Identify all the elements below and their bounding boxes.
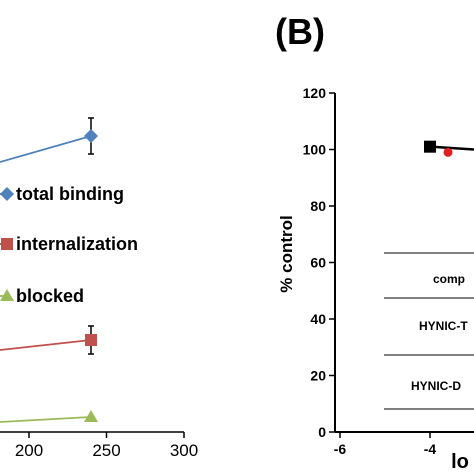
series-line-total-binding bbox=[0, 135, 92, 163]
x-tick-label--4: -4 bbox=[424, 441, 437, 457]
data-point-total-binding bbox=[84, 129, 98, 143]
legend-marker-internalization bbox=[1, 238, 13, 250]
panel-b-point-0 bbox=[424, 140, 436, 153]
panel-b-x-axis-label-fragment: lo bbox=[451, 451, 469, 473]
x-tick-label--6: -6 bbox=[334, 441, 347, 457]
panel-b-y-axis-label: % control bbox=[277, 215, 296, 292]
legend-marker-total-binding bbox=[0, 187, 14, 201]
legend-label-blocked: blocked bbox=[16, 286, 84, 306]
panel-a-series bbox=[0, 117, 98, 423]
series-line-blocked bbox=[0, 416, 92, 423]
panel-b-legend-table: comp HYNIC-T HYNIC-D bbox=[384, 252, 474, 410]
y-tick-label-0: 0 bbox=[318, 424, 326, 440]
legend-marker-blocked bbox=[0, 289, 14, 301]
panel-b-point-1 bbox=[443, 147, 453, 157]
y-tick-label-60: 60 bbox=[310, 255, 326, 271]
legend-label-internalization: internalization bbox=[16, 234, 138, 254]
legend-table-row-2: HYNIC-D bbox=[411, 379, 461, 393]
data-point-internalization bbox=[85, 334, 97, 346]
panel-a-chart: 200 250 300 total binding internalization bl… bbox=[0, 117, 198, 460]
panel-b-ticks: 0 20 40 60 80 100 120 -6 -4 bbox=[303, 85, 437, 457]
x-tick-label-250: 250 bbox=[92, 441, 120, 460]
y-tick-label-20: 20 bbox=[310, 368, 326, 384]
legend-label-total-binding: total binding bbox=[16, 184, 124, 204]
legend-table-row-0: comp bbox=[433, 272, 465, 286]
x-tick-label-300: 300 bbox=[170, 441, 198, 460]
y-tick-label-40: 40 bbox=[310, 311, 326, 327]
series-line-internalization bbox=[0, 339, 92, 351]
panel-a-x-ticks: 200 250 300 bbox=[15, 432, 198, 460]
panel-b-points bbox=[424, 140, 474, 157]
panel-b-chart: (B) % control lo 0 20 40 60 80 100 120 -6 -4 com… bbox=[275, 11, 474, 473]
panel-b-fit-line bbox=[429, 145, 474, 151]
panel-b-label: (B) bbox=[275, 11, 325, 52]
legend-table-row-1: HYNIC-T bbox=[419, 319, 468, 333]
y-tick-label-100: 100 bbox=[303, 142, 327, 158]
panel-a-legend: total binding internalization blocked bbox=[0, 184, 138, 306]
data-point-blocked bbox=[84, 410, 98, 422]
x-tick-label-200: 200 bbox=[15, 441, 43, 460]
y-tick-label-80: 80 bbox=[310, 198, 326, 214]
y-tick-label-120: 120 bbox=[303, 85, 327, 101]
